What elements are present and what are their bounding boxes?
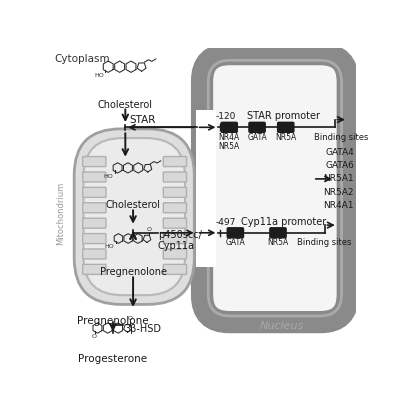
Text: NR4A
NR5A: NR4A NR5A: [218, 133, 240, 151]
FancyBboxPatch shape: [83, 218, 106, 228]
Text: STAR promoter: STAR promoter: [247, 111, 320, 121]
FancyBboxPatch shape: [83, 264, 106, 274]
Text: GATA: GATA: [226, 238, 245, 247]
Text: p450scc/
Cyp11a: p450scc/ Cyp11a: [158, 230, 202, 251]
FancyBboxPatch shape: [163, 187, 186, 197]
FancyBboxPatch shape: [83, 203, 106, 213]
Text: Pregnenolone: Pregnenolone: [77, 316, 149, 326]
FancyBboxPatch shape: [270, 228, 286, 238]
Text: O: O: [128, 316, 133, 321]
FancyBboxPatch shape: [221, 122, 237, 132]
Text: NR5A: NR5A: [275, 133, 296, 142]
Text: -497: -497: [216, 218, 236, 227]
Text: Cytoplasm: Cytoplasm: [55, 54, 111, 64]
FancyBboxPatch shape: [163, 172, 186, 182]
FancyBboxPatch shape: [83, 249, 106, 259]
FancyBboxPatch shape: [163, 249, 186, 259]
FancyBboxPatch shape: [202, 54, 348, 322]
Text: Binding sites: Binding sites: [297, 238, 352, 247]
FancyBboxPatch shape: [163, 203, 186, 213]
Text: O: O: [147, 227, 152, 232]
Text: Pregnenolone: Pregnenolone: [100, 268, 167, 278]
Text: Mitochondrium: Mitochondrium: [56, 182, 65, 245]
Text: Nucleus: Nucleus: [260, 321, 304, 331]
FancyBboxPatch shape: [83, 138, 185, 295]
Text: Cholesterol: Cholesterol: [98, 100, 153, 110]
FancyBboxPatch shape: [83, 156, 106, 166]
Text: HO: HO: [94, 73, 104, 78]
Text: O: O: [92, 334, 97, 339]
FancyBboxPatch shape: [227, 228, 243, 238]
Text: Cyp11a promoter: Cyp11a promoter: [241, 217, 326, 227]
Text: 3β-HSD: 3β-HSD: [124, 324, 162, 334]
Text: Progesterone: Progesterone: [78, 354, 147, 364]
FancyBboxPatch shape: [278, 122, 294, 132]
FancyBboxPatch shape: [163, 218, 186, 228]
Text: NR5A: NR5A: [267, 238, 289, 247]
Text: STAR: STAR: [129, 115, 156, 125]
Text: Binding sites: Binding sites: [314, 133, 369, 142]
FancyBboxPatch shape: [83, 234, 106, 244]
Text: HO: HO: [105, 244, 115, 249]
Text: GATA: GATA: [247, 133, 267, 142]
FancyBboxPatch shape: [163, 264, 186, 274]
FancyBboxPatch shape: [163, 156, 186, 166]
Text: HO: HO: [104, 174, 114, 178]
FancyBboxPatch shape: [83, 187, 106, 197]
Text: GATA4
GATA6
NR5A1
NR5A2
NR4A1: GATA4 GATA6 NR5A1 NR5A2 NR4A1: [324, 148, 354, 210]
Text: Cholesterol: Cholesterol: [105, 200, 161, 210]
Text: -120: -120: [216, 112, 236, 121]
Bar: [196, 110, 216, 268]
FancyBboxPatch shape: [83, 172, 106, 182]
FancyBboxPatch shape: [249, 122, 265, 132]
FancyBboxPatch shape: [74, 129, 194, 304]
FancyBboxPatch shape: [163, 234, 186, 244]
